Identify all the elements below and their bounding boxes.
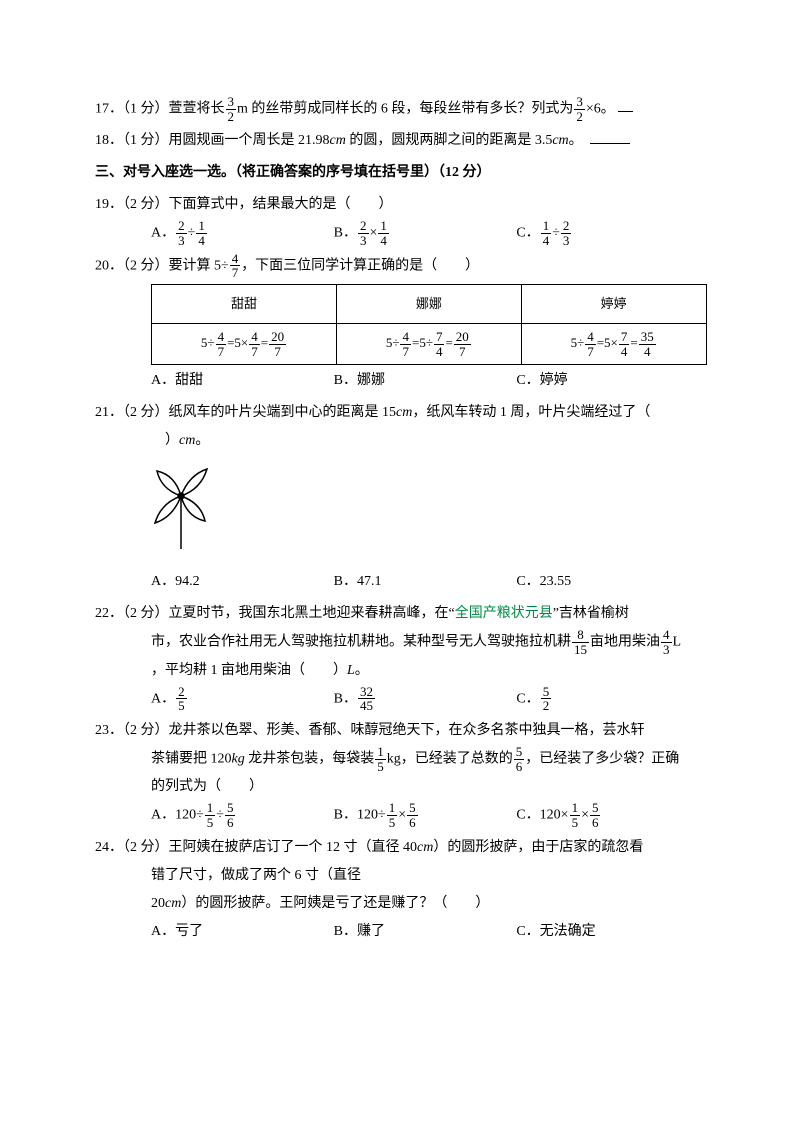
option-a: A．23÷14 <box>151 219 334 247</box>
question-18: 18．（1 分）用圆规画一个周长是 21.98cm 的圆，圆规两脚之间的距离是 … <box>95 127 699 155</box>
option-b: B．120÷15×56 <box>334 801 517 829</box>
fraction: 14 <box>541 219 552 247</box>
table-header: 甜甜 <box>152 285 337 324</box>
q-text: 茶铺要把 120kg 龙井茶包装，每袋装15kg，已经装了总数的56，已经装了多… <box>95 745 699 773</box>
table-cell: 5÷47=5×74=354 <box>521 324 706 365</box>
option-b: B．赚了 <box>334 918 517 946</box>
q-points: （1 分） <box>123 101 169 116</box>
option-c: C．婷婷 <box>516 367 699 395</box>
option-c: C．52 <box>516 685 699 713</box>
q-text: ）cm。 <box>95 427 699 455</box>
question-21: 21．（2 分）纸风车的叶片尖端到中心的距离是 15cm，纸风车转动 1 周，叶… <box>95 399 699 596</box>
fraction: 32 <box>574 95 585 123</box>
option-a: A．120÷15÷56 <box>151 801 334 829</box>
q-num: 17． <box>95 101 123 116</box>
q-num: 23． <box>95 723 123 738</box>
q-text: m 的丝带剪成同样长的 6 段，每段丝带有多长？列式为 <box>237 101 573 116</box>
table-cell: 5÷47=5÷74=207 <box>337 324 522 365</box>
pinwheel-icon <box>151 461 699 562</box>
page-content: 17．（1 分）萱萱将长32m 的丝带剪成同样长的 6 段，每段丝带有多长？列式… <box>0 0 794 1000</box>
q-points: （2 分） <box>123 405 169 420</box>
fraction: 43 <box>661 628 672 656</box>
options-row: A．23÷14 B．23×14 C．14÷23 <box>95 219 699 247</box>
option-c: C．无法确定 <box>516 918 699 946</box>
green-text: 全国产粮状元县 <box>455 606 553 621</box>
q-num: 22． <box>95 606 123 621</box>
section-title: 三、对号入座选一选。（将正确答案的序号填在括号里）（12 分） <box>95 159 699 187</box>
option-c: C．14÷23 <box>516 219 699 247</box>
q-text: 。 <box>569 133 576 148</box>
option-a: A．94.2 <box>151 568 334 596</box>
options-row: A．亏了 B．赚了 C．无法确定 <box>95 918 699 946</box>
option-a: A．甜甜 <box>151 367 334 395</box>
table-row: 甜甜娜娜婷婷 <box>152 285 707 324</box>
question-20: 20．（2 分）要计算 5÷47，下面三位同学计算正确的是（ ） 甜甜娜娜婷婷 … <box>95 252 699 396</box>
options-row: A．120÷15÷56 B．120÷15×56 C．120×15×56 <box>95 801 699 829</box>
question-22: 22．（2 分）立夏时节，我国东北黑土地迎来春耕高峰，在“全国产粮状元县”吉林省… <box>95 600 699 713</box>
q-text: 市，农业合作社用无人驾驶拖拉机耕地。某种型号无人驾驶拖拉机耕815亩地用柴油43… <box>95 628 699 656</box>
q-num: 21． <box>95 405 123 420</box>
fraction: 32 <box>226 95 237 123</box>
question-24: 24．（2 分）王阿姨在披萨店订了一个 12 寸（直径 40cm）的圆形披萨，由… <box>95 834 699 946</box>
q-points: （2 分） <box>123 723 169 738</box>
q-text: 用圆规画一个周长是 21.98 <box>169 133 330 148</box>
q-points: （1 分） <box>123 133 169 148</box>
calc-table: 甜甜娜娜婷婷 5÷47=5×47=207 5÷47=5÷74=207 5÷47=… <box>151 284 707 365</box>
q-num: 18． <box>95 133 123 148</box>
fraction: 15 <box>375 745 386 773</box>
q-points: （2 分） <box>123 606 169 621</box>
q-num: 24． <box>95 840 123 855</box>
option-a: A．亏了 <box>151 918 334 946</box>
blank-line <box>590 131 630 144</box>
fraction: 23 <box>358 219 369 247</box>
fraction: 23 <box>561 219 572 247</box>
fraction: 47 <box>230 252 241 280</box>
table-header: 婷婷 <box>521 285 706 324</box>
fraction: 14 <box>196 219 207 247</box>
option-c: C．23.55 <box>516 568 699 596</box>
table-row: 5÷47=5×47=207 5÷47=5÷74=207 5÷47=5×74=35… <box>152 324 707 365</box>
q-points: （2 分） <box>123 197 169 212</box>
q-text: ，平均耕 1 亩地用柴油（ ）L。 <box>95 657 699 685</box>
unit: cm <box>330 133 346 148</box>
option-a: A．25 <box>151 685 334 713</box>
fraction: 52 <box>541 685 552 713</box>
q-points: （2 分） <box>123 840 169 855</box>
table-header: 娜娜 <box>337 285 522 324</box>
blank-line <box>618 99 633 112</box>
q-text: 的圆，圆规两脚之间的距离是 3.5 <box>346 133 553 148</box>
q-text: 的列式为（ ） <box>95 773 699 801</box>
option-b: B．47.1 <box>334 568 517 596</box>
question-17: 17．（1 分）萱萱将长32m 的丝带剪成同样长的 6 段，每段丝带有多长？列式… <box>95 95 699 123</box>
unit: cm <box>552 133 568 148</box>
option-c: C．120×15×56 <box>516 801 699 829</box>
fraction: 815 <box>572 628 589 656</box>
fraction: 56 <box>514 745 525 773</box>
options-row: A．94.2 B．47.1 C．23.55 <box>95 568 699 596</box>
options-row: A．甜甜 B．娜娜 C．婷婷 <box>95 367 699 395</box>
q-text: 下面算式中，结果最大的是（ ） <box>169 197 393 212</box>
q-text: ×6。 <box>586 101 615 116</box>
q-num: 19． <box>95 197 123 212</box>
option-b: B．23×14 <box>334 219 517 247</box>
table-cell: 5÷47=5×47=207 <box>152 324 337 365</box>
q-points: （2 分） <box>123 258 169 273</box>
fraction: 3245 <box>358 685 375 713</box>
q-num: 20． <box>95 258 123 273</box>
fraction: 14 <box>378 219 389 247</box>
q-text: 错了尺寸，做成了两个 6 寸（直径 20cm）的圆形披萨。王阿姨是亏了还是赚了？… <box>95 862 699 918</box>
option-b: B．3245 <box>334 685 517 713</box>
options-row: A．25 B．3245 C．52 <box>95 685 699 713</box>
question-23: 23．（2 分）龙井茶以色翠、形美、香郁、味醇冠绝天下，在众多名茶中独具一格，芸… <box>95 717 699 830</box>
q-text: 萱萱将长 <box>169 101 225 116</box>
fraction: 23 <box>176 219 187 247</box>
option-b: B．娜娜 <box>334 367 517 395</box>
fraction: 25 <box>176 685 187 713</box>
question-19: 19．（2 分）下面算式中，结果最大的是（ ） A．23÷14 B．23×14 … <box>95 191 699 247</box>
